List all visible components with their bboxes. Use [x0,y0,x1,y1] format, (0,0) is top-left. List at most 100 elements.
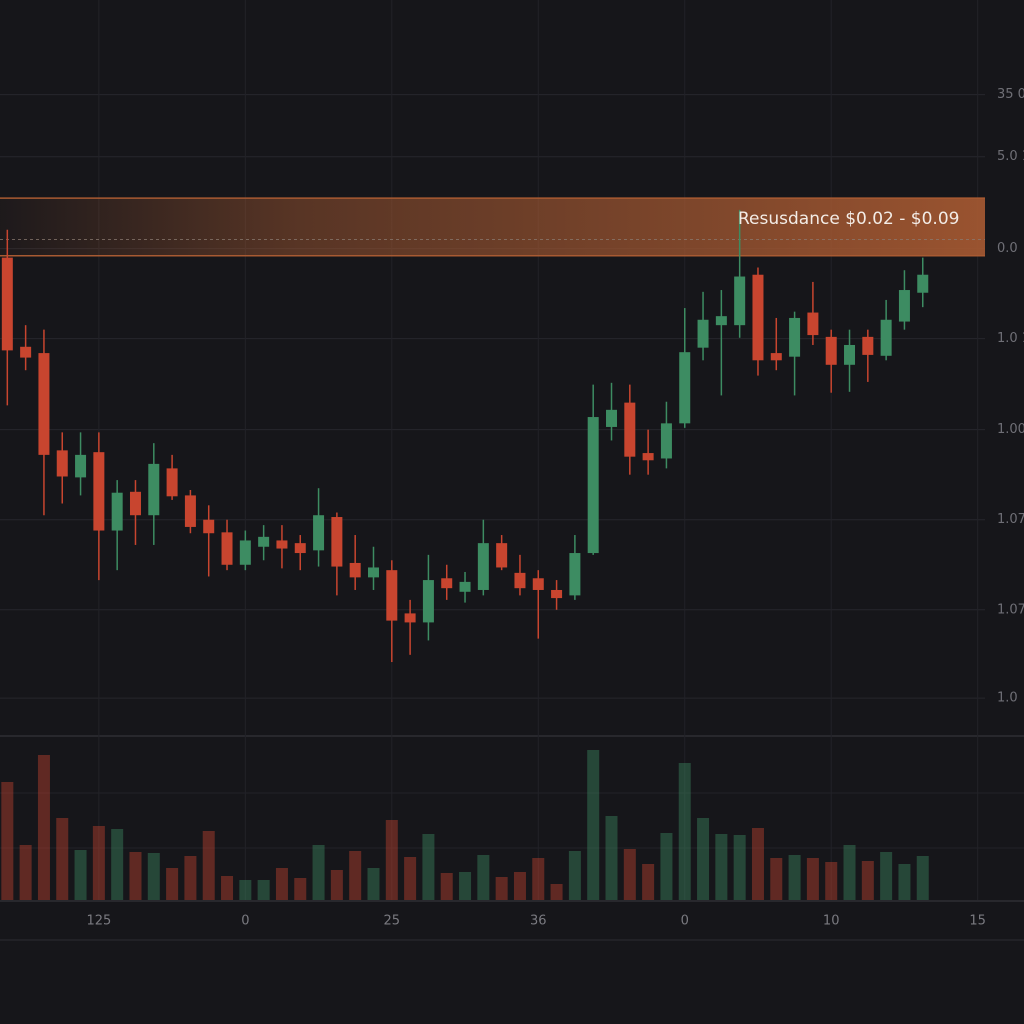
y-tick-label: 5.0 1 [997,149,1024,164]
candle-body [679,352,691,424]
volume-bar [294,878,307,900]
band-label: Resusdance $0.02 - $0.09 [738,209,959,229]
candle-body [166,468,178,497]
x-tick-label: 25 [384,914,401,929]
volume-bar [623,849,636,900]
candle-body [917,274,929,293]
candle-body [477,543,489,590]
volume-bar [898,864,911,900]
volume-bar [404,857,417,900]
y-tick-label: 1.00 [997,422,1024,437]
y-tick-label: 1.0 [997,691,1018,706]
volume-bar [202,831,215,900]
candle-body [56,450,68,477]
x-tick-label: 10 [823,914,840,929]
volume-bar [184,856,197,900]
volume-bar [825,862,838,900]
volume-bar [477,855,490,900]
candle-body [184,495,196,527]
candle-body [624,402,636,457]
volume-bar [349,851,362,900]
volume-bar [697,818,710,900]
volume-bar [147,853,160,900]
candle-body [825,336,837,365]
resistance-band [0,198,985,256]
x-tick-label: 36 [530,914,547,929]
candle-body [38,353,50,455]
volume-bar [422,834,435,900]
volume-bar [459,872,472,900]
volume-bar [751,828,764,900]
candle-body [587,417,599,554]
candle-body [422,580,434,623]
candle-body [258,536,270,547]
candle-body [898,290,910,322]
volume-bar [806,858,819,900]
volume-bar [660,833,673,900]
volume-bar [239,880,252,900]
volume-bar [550,884,563,900]
candle-body [441,578,453,589]
candle-body [148,463,160,516]
candle-body [349,562,361,578]
volume-bar [1,782,14,900]
candle-body [642,453,654,461]
candle-body [862,336,874,355]
candle-body [569,553,581,596]
volume-bar [440,873,453,900]
volume-bar [788,855,801,900]
volume-bar [678,763,691,900]
volume-bar [312,845,325,900]
candle-body [606,409,618,427]
volume-bar [330,870,343,900]
volume-bar [111,829,124,900]
candle-body [313,515,325,551]
y-tick-label: 1.07 [997,602,1024,617]
candle-body [880,319,892,356]
volume-bar [532,858,545,900]
volume-bar [166,868,179,900]
candle-body [715,316,727,326]
y-tick-label: 1.0 1 [997,331,1024,346]
x-tick-label: 125 [86,914,111,929]
candle-body [1,257,13,351]
volume-bar [715,834,728,900]
volume-bar [861,861,874,900]
volume-bar [495,877,508,900]
candle-body [459,581,471,592]
volume-bar [221,876,234,900]
x-tick-label: 15 [969,914,986,929]
volume-bar [568,851,581,900]
volume-bar [385,820,398,900]
volume-bar [843,845,856,900]
candle-body [532,578,544,590]
candle-body [660,423,672,459]
volume-bar [642,864,655,900]
candle-body [514,572,526,589]
volume-bar [257,880,270,900]
candle-body [203,519,215,534]
x-tick-label: 0 [241,914,249,929]
candle-body [294,543,306,554]
volume-bar [733,835,746,900]
candle-body [239,540,251,565]
volume-bar [367,868,380,900]
candle-body [697,319,709,348]
volume-bar [587,750,600,900]
volume-bar [605,816,618,900]
candle-body [752,274,764,361]
candle-body [404,613,416,623]
y-tick-label: 35 0 [997,87,1024,102]
candle-body [367,567,379,578]
candle-body [129,491,141,516]
volume-bar [19,845,32,900]
candle-body [75,454,87,478]
volume-bar [37,755,50,900]
candle-body [496,543,508,568]
x-tick-label: 0 [681,914,689,929]
candle-body [20,346,32,358]
candle-body [93,452,105,531]
